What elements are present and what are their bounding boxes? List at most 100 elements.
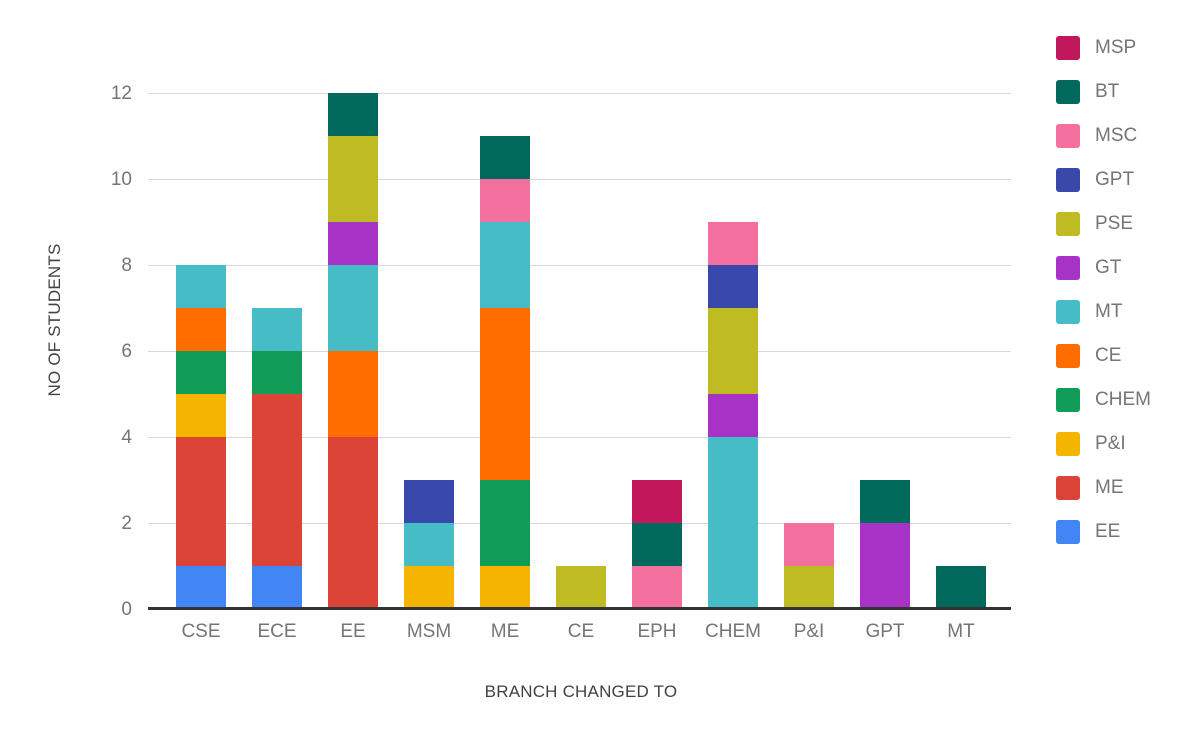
bar-segment-CE-EE[interactable] [328,351,378,437]
x-tick-label: CHEM [705,621,761,642]
legend-swatch-icon [1056,168,1080,192]
bar-segment-MSC-CHEM[interactable] [708,222,758,265]
x-axis-title: BRANCH CHANGED TO [484,682,678,701]
bar-segment-CE-ME[interactable] [480,308,530,480]
bar-segment-MT-EE[interactable] [328,265,378,351]
bar-segment-PSE-PandI[interactable] [784,566,834,609]
legend-label: GPT [1095,169,1135,190]
x-axis-line [148,607,1011,610]
legend-item-PandI[interactable]: P&I [1056,432,1126,456]
legend-swatch-icon [1056,300,1080,324]
bar-segment-MSC-PandI[interactable] [784,523,834,566]
legend-label: ME [1095,477,1124,498]
gridline [148,351,1011,352]
bar-segment-PandI-MSM[interactable] [404,566,454,609]
legend-item-MSC[interactable]: MSC [1056,124,1137,148]
y-tick-label: 10 [110,169,132,190]
bar-segment-BT-EPH[interactable] [632,523,682,566]
legend-swatch-icon [1056,36,1080,60]
x-tick-label: CSE [181,621,221,642]
bar-segment-EE-CSE[interactable] [176,566,226,609]
bar-segment-PSE-EE[interactable] [328,136,378,222]
y-tick-label: 12 [110,83,132,104]
bar-segment-GT-CHEM[interactable] [708,394,758,437]
x-axis-title-area: BRANCH CHANGED TO [163,682,999,702]
bar-segment-BT-ME[interactable] [480,136,530,179]
bar-segment-GPT-CHEM[interactable] [708,265,758,308]
bar-segment-PandI-ME[interactable] [480,566,530,609]
bar-segment-MT-ECE[interactable] [252,308,302,351]
x-tick-label: EE [340,621,366,642]
legend-item-PSE[interactable]: PSE [1056,212,1133,236]
legend-item-BT[interactable]: BT [1056,80,1119,104]
y-tick-label: 2 [121,513,132,534]
bar-segment-ME-EE[interactable] [328,437,378,609]
bar-segment-ME-ECE[interactable] [252,394,302,566]
x-tick-label: GPT [865,621,905,642]
legend-item-MSP[interactable]: MSP [1056,36,1136,60]
legend-label: EE [1095,521,1121,542]
legend-label: MSC [1095,125,1138,146]
legend-label: P&I [1095,433,1126,454]
bar-segment-BT-EE[interactable] [328,93,378,136]
legend-swatch-icon [1056,388,1080,412]
bar-segment-PSE-CHEM[interactable] [708,308,758,394]
gridline [148,437,1011,438]
legend-swatch-icon [1056,344,1080,368]
gridline [148,265,1011,266]
legend-label: CHEM [1095,389,1151,410]
bar-segment-MT-CSE[interactable] [176,265,226,308]
legend-swatch-icon [1056,432,1080,456]
bar-segment-GT-GPT[interactable] [860,523,910,609]
gridline [148,523,1011,524]
bar-segment-MSC-ME[interactable] [480,179,530,222]
bar-segment-BT-GPT[interactable] [860,480,910,523]
legend-label: BT [1095,81,1120,102]
y-tick-label: 4 [121,427,132,448]
bar-segment-MT-CHEM[interactable] [708,437,758,609]
legend-swatch-icon [1056,256,1080,280]
y-tick-label: 0 [121,599,132,620]
bar-segment-GPT-MSM[interactable] [404,480,454,523]
legend-swatch-icon [1056,124,1080,148]
x-tick-label: ECE [257,621,297,642]
bar-segment-PSE-CE[interactable] [556,566,606,609]
legend-item-GPT[interactable]: GPT [1056,168,1134,192]
legend-item-EE[interactable]: EE [1056,520,1120,544]
bar-segment-GT-EE[interactable] [328,222,378,265]
legend-swatch-icon [1056,476,1080,500]
bar-segment-MT-MSM[interactable] [404,523,454,566]
bar-segment-BT-MT[interactable] [936,566,986,609]
x-tick-label: EPH [637,621,677,642]
x-tick-label: P&I [793,621,825,642]
y-tick-label: 6 [121,341,132,362]
legend-swatch-icon [1056,80,1080,104]
bar-segment-CHEM-ECE[interactable] [252,351,302,394]
bar-segment-EE-ECE[interactable] [252,566,302,609]
bar-segment-PandI-CSE[interactable] [176,394,226,437]
x-tick-label: CE [567,621,595,642]
legend-item-CHEM[interactable]: CHEM [1056,388,1151,412]
bar-segment-CHEM-ME[interactable] [480,480,530,566]
legend-label: GT [1095,257,1122,278]
bar-segment-MSC-EPH[interactable] [632,566,682,609]
legend-label: MT [1095,301,1123,322]
legend-item-GT[interactable]: GT [1056,256,1121,280]
legend-item-ME[interactable]: ME [1056,476,1124,500]
legend-item-CE[interactable]: CE [1056,344,1121,368]
bar-segment-MSP-EPH[interactable] [632,480,682,523]
legend-item-MT[interactable]: MT [1056,300,1122,324]
bar-segment-CE-CSE[interactable] [176,308,226,351]
x-tick-label: MSM [406,621,452,642]
legend-swatch-icon [1056,212,1080,236]
legend-label: CE [1095,345,1122,366]
legend-swatch-icon [1056,520,1080,544]
bar-segment-ME-CSE[interactable] [176,437,226,566]
bar-segment-MT-ME[interactable] [480,222,530,308]
x-tick-label: ME [490,621,520,642]
legend-label: MSP [1095,37,1137,58]
bar-segment-CHEM-CSE[interactable] [176,351,226,394]
x-tick-label: MT [947,621,975,642]
gridline [148,179,1011,180]
